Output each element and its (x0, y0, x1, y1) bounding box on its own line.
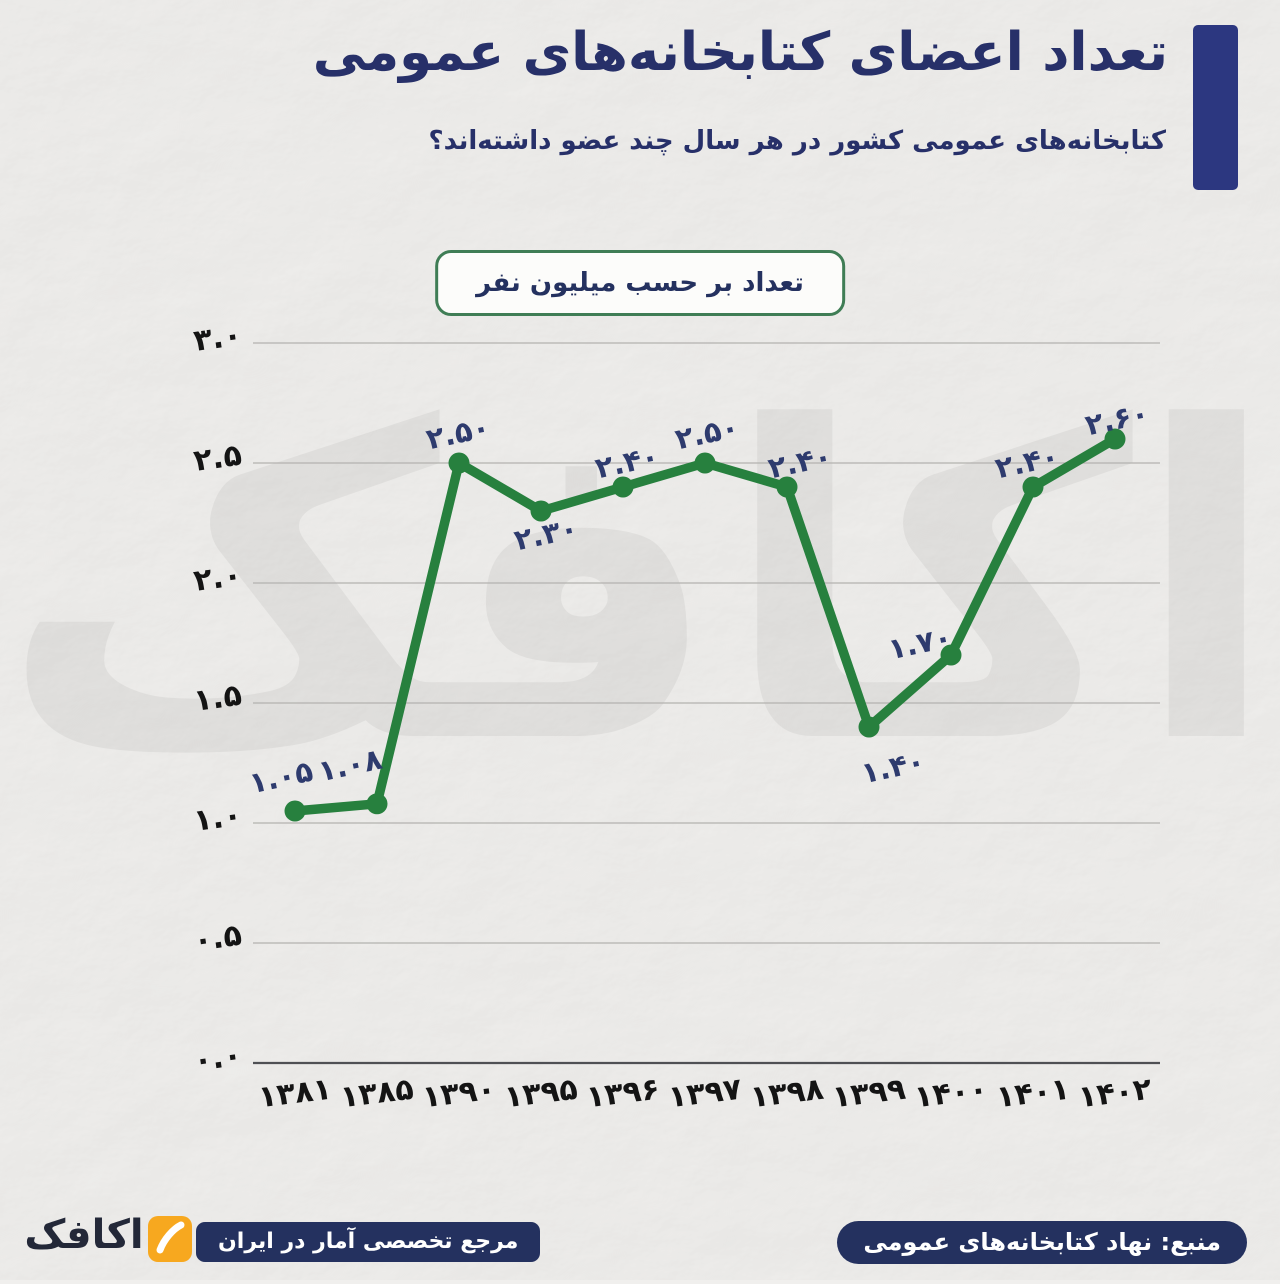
unit-legend-label: تعداد بر حسب میلیون نفر (476, 268, 804, 298)
unit-legend: تعداد بر حسب میلیون نفر (435, 250, 845, 316)
page-title: تعداد اعضای کتابخانه‌های عمومی (312, 22, 1168, 83)
brand-logo-icon (148, 1216, 192, 1262)
data-point-marker (448, 452, 470, 474)
brand-tagline-badge: مرجع تخصصی آمار در ایران (196, 1222, 541, 1262)
data-line (290, 434, 1120, 816)
data-point-marker (612, 476, 634, 498)
data-point-marker (1022, 476, 1044, 498)
page-subtitle: کتابخانه‌های عمومی کشور در هر سال چند عض… (428, 126, 1167, 156)
title-accent-bar (1193, 25, 1238, 190)
data-point-marker (776, 476, 798, 498)
source-badge: منبع: نهاد کتابخانه‌های عمومی (837, 1221, 1247, 1264)
brand-logotype: اکافک (24, 1212, 144, 1258)
data-point-marker (940, 644, 962, 666)
data-point-marker (530, 500, 552, 522)
data-point-marker (284, 800, 306, 822)
brand-swoosh-icon (156, 1221, 185, 1254)
data-point-marker (1104, 428, 1126, 450)
data-point-marker (858, 716, 880, 738)
data-point-marker (694, 452, 716, 474)
data-point-marker (366, 793, 388, 815)
